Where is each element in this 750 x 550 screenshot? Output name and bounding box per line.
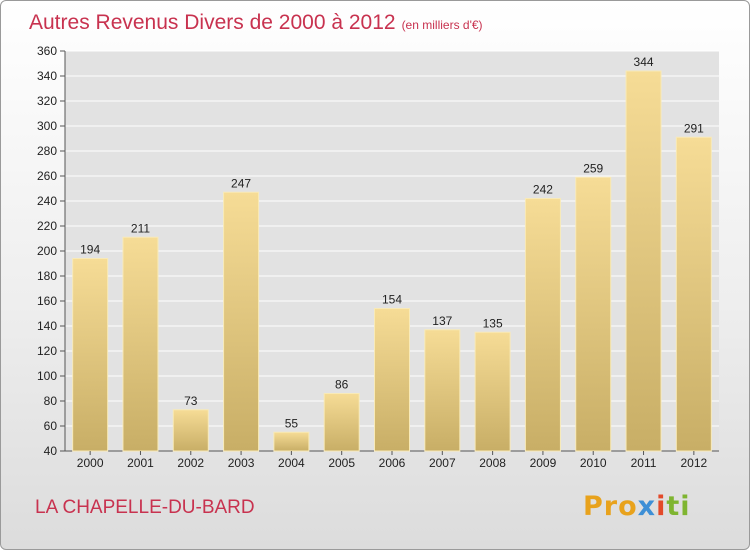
y-tick-label: 320 — [37, 94, 57, 108]
x-tick-label: 2002 — [177, 456, 204, 470]
x-tick-label: 2006 — [379, 456, 406, 470]
bar-2008 — [474, 331, 511, 452]
bar-2000 — [72, 258, 109, 452]
bar-value-label: 137 — [432, 314, 452, 328]
bar-value-label: 247 — [231, 176, 251, 190]
bar-2010 — [575, 176, 612, 452]
bar-2001 — [122, 236, 159, 452]
bar-2007 — [424, 329, 461, 452]
y-tick-label: 160 — [37, 294, 57, 308]
y-tick-label: 80 — [44, 394, 58, 408]
x-tick-label: 2009 — [530, 456, 557, 470]
bar-2009 — [524, 198, 561, 452]
x-tick-label: 2008 — [479, 456, 506, 470]
y-tick-label: 240 — [37, 194, 57, 208]
y-tick-label: 220 — [37, 219, 57, 233]
x-tick-label: 2012 — [680, 456, 707, 470]
x-tick-label: 2001 — [127, 456, 154, 470]
bar-value-label: 73 — [184, 394, 198, 408]
commune-name: LA CHAPELLE-DU-BARD — [35, 497, 255, 518]
x-tick-label: 2005 — [328, 456, 355, 470]
unit-note: (en milliers d'€) — [401, 18, 483, 32]
y-tick-label: 340 — [37, 69, 57, 83]
bar-value-label: 291 — [684, 121, 704, 135]
title-text: Autres Revenus Divers de 2000 à 2012 — [29, 11, 396, 34]
bar-value-label: 86 — [335, 378, 349, 392]
bar-2004 — [273, 431, 310, 452]
bar-value-label: 55 — [285, 416, 299, 430]
y-tick-label: 120 — [37, 344, 57, 358]
bar-2011 — [625, 70, 662, 452]
y-tick-label: 260 — [37, 169, 57, 183]
y-tick-label: 100 — [37, 369, 57, 383]
y-tick-label: 180 — [37, 269, 57, 283]
bar-value-label: 242 — [533, 183, 553, 197]
x-tick-label: 2004 — [278, 456, 305, 470]
y-tick-label: 60 — [44, 419, 58, 433]
x-tick-label: 2003 — [228, 456, 255, 470]
bar-value-label: 259 — [583, 161, 603, 175]
x-tick-label: 2010 — [580, 456, 607, 470]
bar-value-label: 194 — [80, 243, 100, 257]
y-tick-label: 140 — [37, 319, 57, 333]
bar-2012 — [675, 136, 712, 452]
y-tick-label: 40 — [44, 444, 58, 458]
x-tick-label: 2007 — [429, 456, 456, 470]
y-tick-label: 360 — [37, 44, 57, 58]
bar-2006 — [374, 308, 410, 452]
y-tick-label: 200 — [37, 244, 57, 258]
bar-2002 — [172, 409, 209, 452]
y-tick-label: 280 — [37, 144, 57, 158]
bar-value-label: 211 — [131, 221, 150, 235]
chart-title: Autres Revenus Divers de 2000 à 2012 (en … — [29, 11, 483, 35]
bar-value-label: 135 — [483, 316, 503, 330]
x-tick-label: 2000 — [77, 456, 104, 470]
bar-value-label: 344 — [634, 55, 654, 69]
proxiti-logo: Proxiti — [583, 491, 691, 522]
y-tick-label: 300 — [37, 119, 57, 133]
bar-2003 — [223, 191, 260, 452]
bar-2005 — [323, 393, 360, 452]
x-tick-label: 2011 — [631, 456, 657, 470]
bar-value-label: 154 — [382, 293, 402, 307]
